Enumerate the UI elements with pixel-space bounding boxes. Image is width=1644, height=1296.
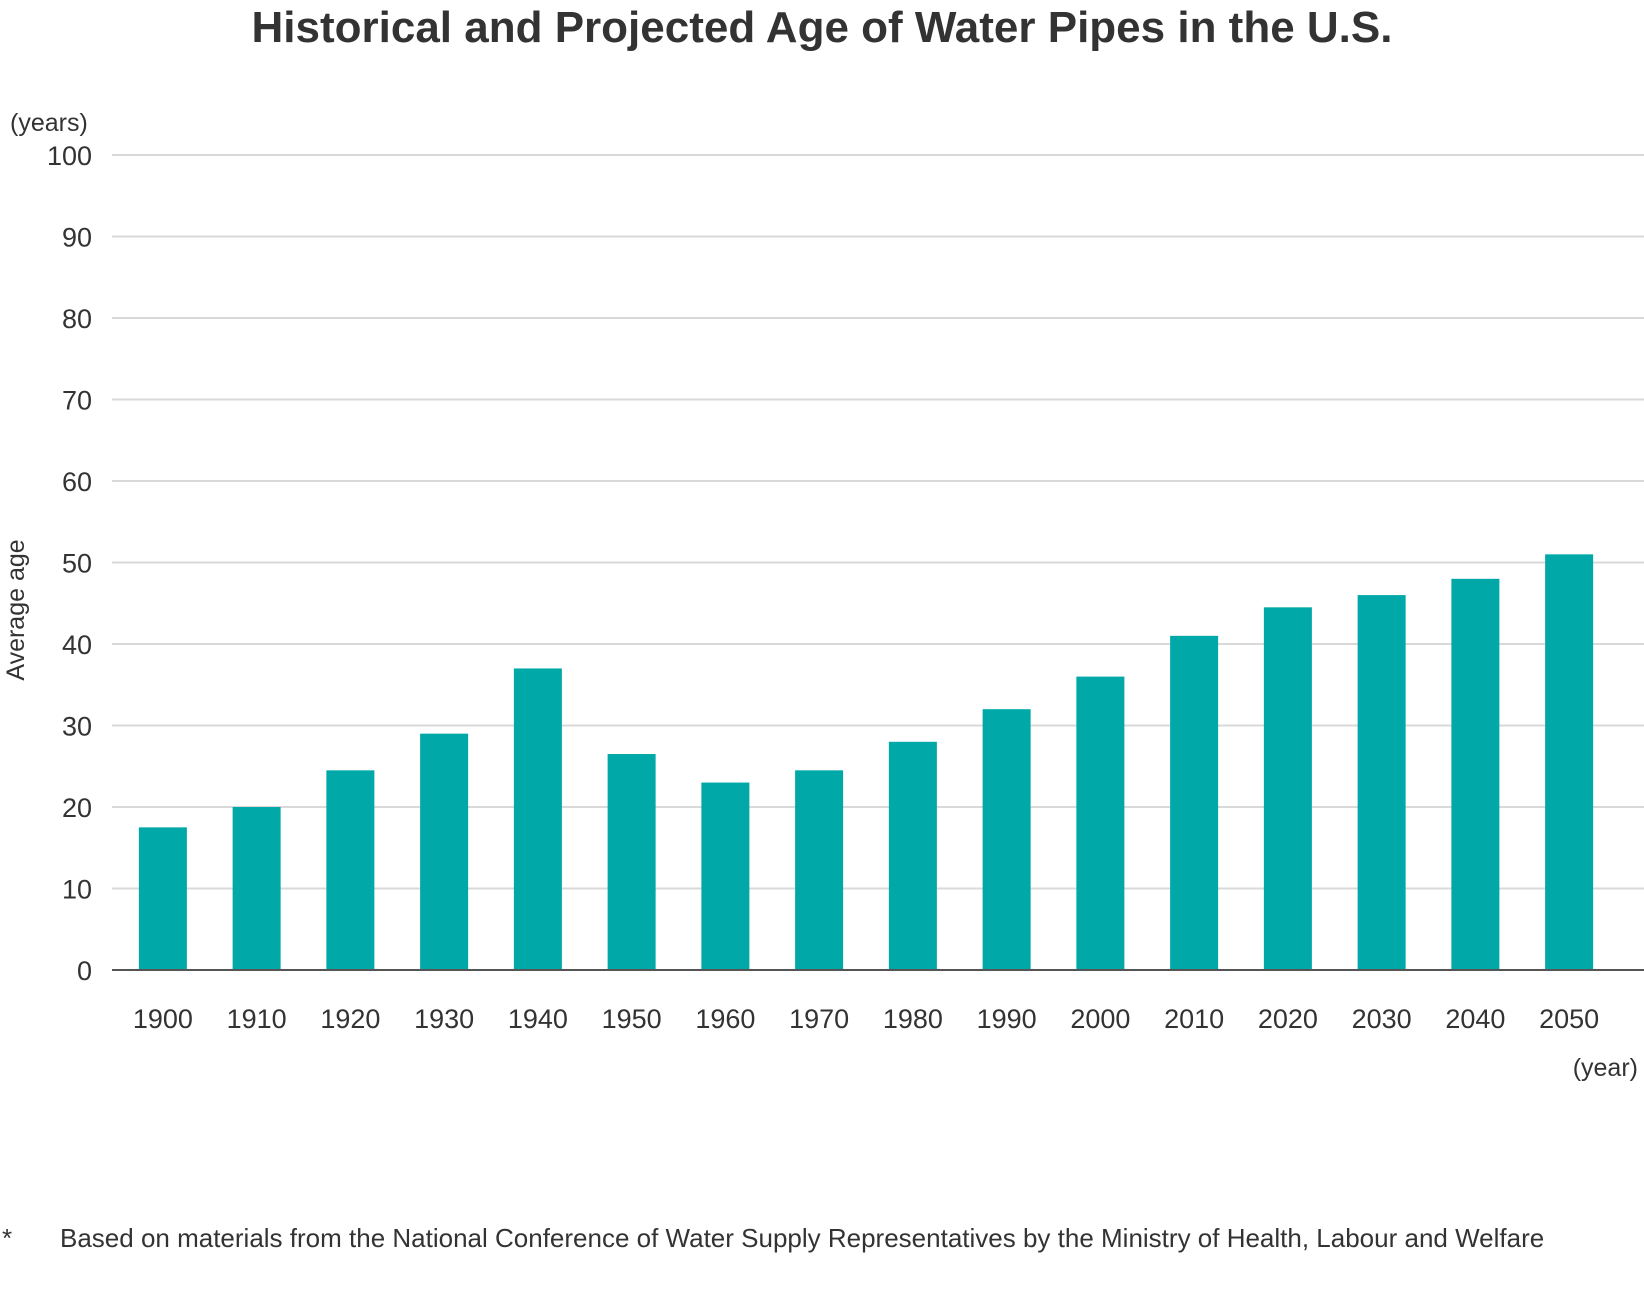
y-tick-label-100: 100 xyxy=(47,141,92,171)
bar-1970 xyxy=(795,770,844,970)
x-tick-label-1960: 1960 xyxy=(695,1004,755,1034)
x-tick-label-2050: 2050 xyxy=(1539,1004,1599,1034)
x-tick-label-1980: 1980 xyxy=(883,1004,943,1034)
bar-1920 xyxy=(326,770,375,970)
bar-1950 xyxy=(607,754,656,970)
bar-1940 xyxy=(513,668,562,970)
footnote-text: Based on materials from the National Con… xyxy=(60,1223,1545,1253)
x-tick-label-2040: 2040 xyxy=(1445,1004,1505,1034)
bar-2040 xyxy=(1451,578,1500,970)
y-tick-label-30: 30 xyxy=(62,712,92,742)
y-tick-label-60: 60 xyxy=(62,467,92,497)
bar-2010 xyxy=(1170,635,1219,970)
y-tick-label-90: 90 xyxy=(62,223,92,253)
bar-1960 xyxy=(701,782,750,970)
x-tick-label-2010: 2010 xyxy=(1164,1004,1224,1034)
bar-2030 xyxy=(1357,595,1406,970)
x-tick-label-1930: 1930 xyxy=(414,1004,474,1034)
x-tick-label-1990: 1990 xyxy=(977,1004,1037,1034)
bar-2020 xyxy=(1263,607,1312,970)
bar-1990 xyxy=(982,709,1031,970)
x-tick-label-2030: 2030 xyxy=(1352,1004,1412,1034)
x-axis-unit: (year) xyxy=(1573,1054,1638,1082)
x-tick-label-1940: 1940 xyxy=(508,1004,568,1034)
bars xyxy=(138,554,1594,970)
x-axis-ticks: 1900 1910 1920 1930 1940 1950 1960 1970 1980 1990… xyxy=(133,1004,1599,1034)
x-tick-label-1950: 1950 xyxy=(602,1004,662,1034)
y-tick-label-80: 80 xyxy=(62,304,92,334)
y-tick-label-10: 10 xyxy=(62,875,92,905)
y-tick-label-50: 50 xyxy=(62,549,92,579)
bar-1910 xyxy=(232,807,281,970)
bar-1980 xyxy=(888,741,937,970)
x-tick-label-1920: 1920 xyxy=(320,1004,380,1034)
x-tick-label-1900: 1900 xyxy=(133,1004,193,1034)
bar-2000 xyxy=(1076,676,1125,970)
y-axis-title: Average age xyxy=(2,539,30,680)
x-tick-label-1910: 1910 xyxy=(227,1004,287,1034)
footnote-mark: * xyxy=(2,1223,13,1253)
x-tick-label-1970: 1970 xyxy=(789,1004,849,1034)
y-tick-label-70: 70 xyxy=(62,386,92,416)
y-tick-label-0: 0 xyxy=(77,956,92,986)
bar-1930 xyxy=(420,733,469,970)
bar-1900 xyxy=(138,827,187,970)
x-tick-label-2000: 2000 xyxy=(1070,1004,1130,1034)
y-axis-unit: (years) xyxy=(10,109,88,137)
chart-title: Historical and Projected Age of Water Pi… xyxy=(252,3,1393,52)
y-tick-label-20: 20 xyxy=(62,793,92,823)
x-tick-label-2020: 2020 xyxy=(1258,1004,1318,1034)
bar-2050 xyxy=(1545,554,1594,970)
y-tick-label-40: 40 xyxy=(62,630,92,660)
y-axis-ticks: 0 10 20 30 40 50 60 70 80 90 100 xyxy=(47,141,92,986)
